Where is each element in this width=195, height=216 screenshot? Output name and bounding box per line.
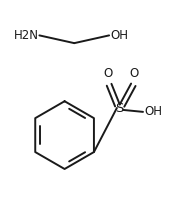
Text: S: S <box>116 102 124 116</box>
Text: O: O <box>104 67 113 80</box>
Text: OH: OH <box>110 29 128 42</box>
Text: O: O <box>130 67 139 80</box>
Text: OH: OH <box>144 105 162 118</box>
Text: H2N: H2N <box>13 29 38 42</box>
